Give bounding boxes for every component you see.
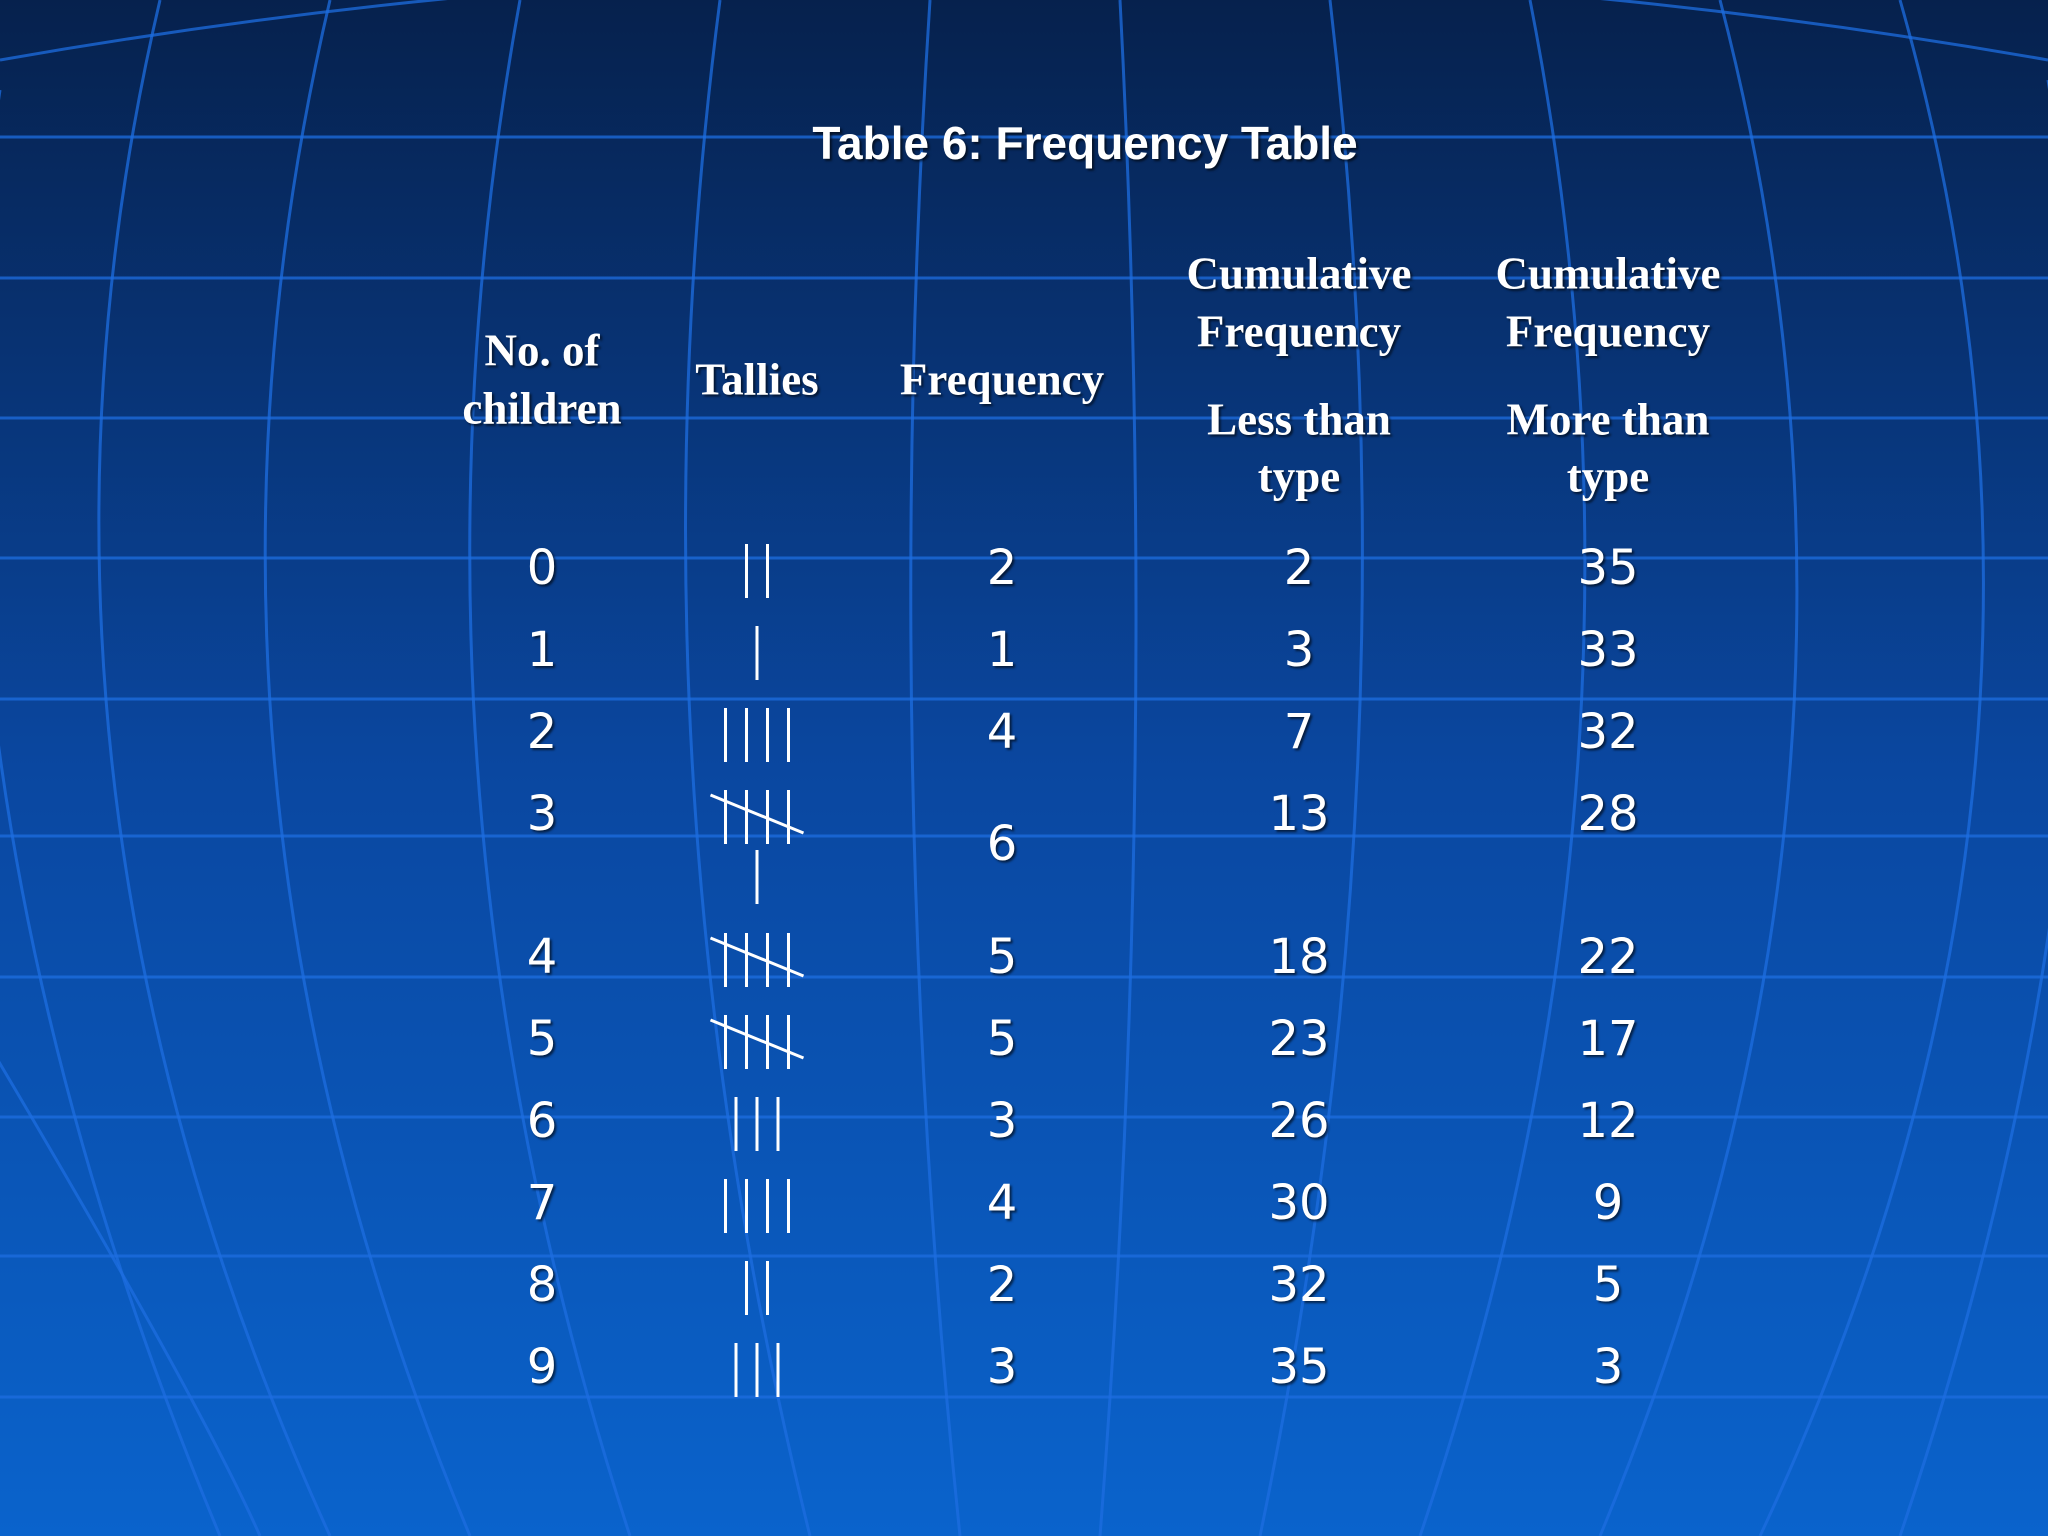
tally-marks	[724, 1179, 790, 1233]
column-subheader: More than	[1507, 394, 1710, 444]
children-cell: 1	[527, 622, 558, 678]
children-cell: 0	[527, 540, 558, 596]
tally-marks	[734, 1343, 780, 1397]
less-than-cell: 13	[1268, 786, 1329, 842]
less-than-cell: 32	[1268, 1257, 1329, 1313]
more-than-cell: 28	[1577, 786, 1638, 842]
children-cell: 9	[527, 1339, 558, 1395]
more-than-cell: 33	[1577, 622, 1638, 678]
frequency-cell: 3	[987, 1093, 1018, 1149]
less-than-cell: 26	[1268, 1093, 1329, 1149]
column-subheader: Less than	[1207, 394, 1391, 444]
tally-marks	[709, 790, 805, 904]
less-than-cell: 7	[1284, 704, 1315, 760]
more-than-cell: 35	[1577, 540, 1638, 596]
column-header: Frequency	[1197, 306, 1402, 356]
frequency-cell: 6	[987, 816, 1018, 872]
column-header: Frequency	[900, 354, 1105, 404]
tally-marks	[724, 708, 790, 762]
children-cell: 8	[527, 1257, 558, 1313]
tally-marks	[734, 1097, 780, 1151]
less-than-cell: 18	[1268, 929, 1329, 985]
column-header: Cumulative	[1496, 248, 1721, 298]
frequency-cell: 3	[987, 1339, 1018, 1395]
children-cell: 7	[527, 1175, 558, 1231]
more-than-cell: 12	[1577, 1093, 1638, 1149]
frequency-cell: 2	[987, 1257, 1018, 1313]
tally-marks	[709, 1015, 805, 1069]
less-than-cell: 35	[1268, 1339, 1329, 1395]
more-than-cell: 9	[1593, 1175, 1624, 1231]
column-header: Cumulative	[1187, 248, 1412, 298]
less-than-cell: 3	[1284, 622, 1315, 678]
more-than-cell: 22	[1577, 929, 1638, 985]
frequency-cell: 4	[987, 704, 1018, 760]
children-cell: 3	[527, 786, 558, 842]
children-cell: 2	[527, 704, 558, 760]
column-header: Tallies	[695, 354, 818, 404]
tally-marks	[709, 933, 805, 987]
column-subheader: type	[1258, 451, 1341, 501]
less-than-cell: 23	[1268, 1011, 1329, 1067]
frequency-cell: 2	[987, 540, 1018, 596]
tally-marks	[745, 1261, 769, 1315]
column-subheader: type	[1567, 451, 1650, 501]
children-cell: 4	[527, 929, 558, 985]
frequency-table: No. of children Tallies Frequency Cumulative…	[462, 248, 1721, 1397]
frequency-cell: 5	[987, 1011, 1018, 1067]
more-than-cell: 3	[1593, 1339, 1624, 1395]
more-than-cell: 17	[1577, 1011, 1638, 1067]
less-than-cell: 30	[1268, 1175, 1329, 1231]
frequency-cell: 1	[987, 622, 1018, 678]
more-than-cell: 5	[1593, 1257, 1624, 1313]
tally-marks	[745, 544, 769, 598]
frequency-cell: 4	[987, 1175, 1018, 1231]
children-cell: 5	[527, 1011, 558, 1067]
children-cell: 6	[527, 1093, 558, 1149]
column-header: No. of	[485, 325, 601, 375]
frequency-cell: 5	[987, 929, 1018, 985]
more-than-cell: 32	[1577, 704, 1638, 760]
column-header: children	[462, 383, 621, 433]
less-than-cell: 2	[1284, 540, 1315, 596]
column-header: Frequency	[1506, 306, 1711, 356]
slide-title: Table 6: Frequency Table	[812, 117, 1357, 169]
